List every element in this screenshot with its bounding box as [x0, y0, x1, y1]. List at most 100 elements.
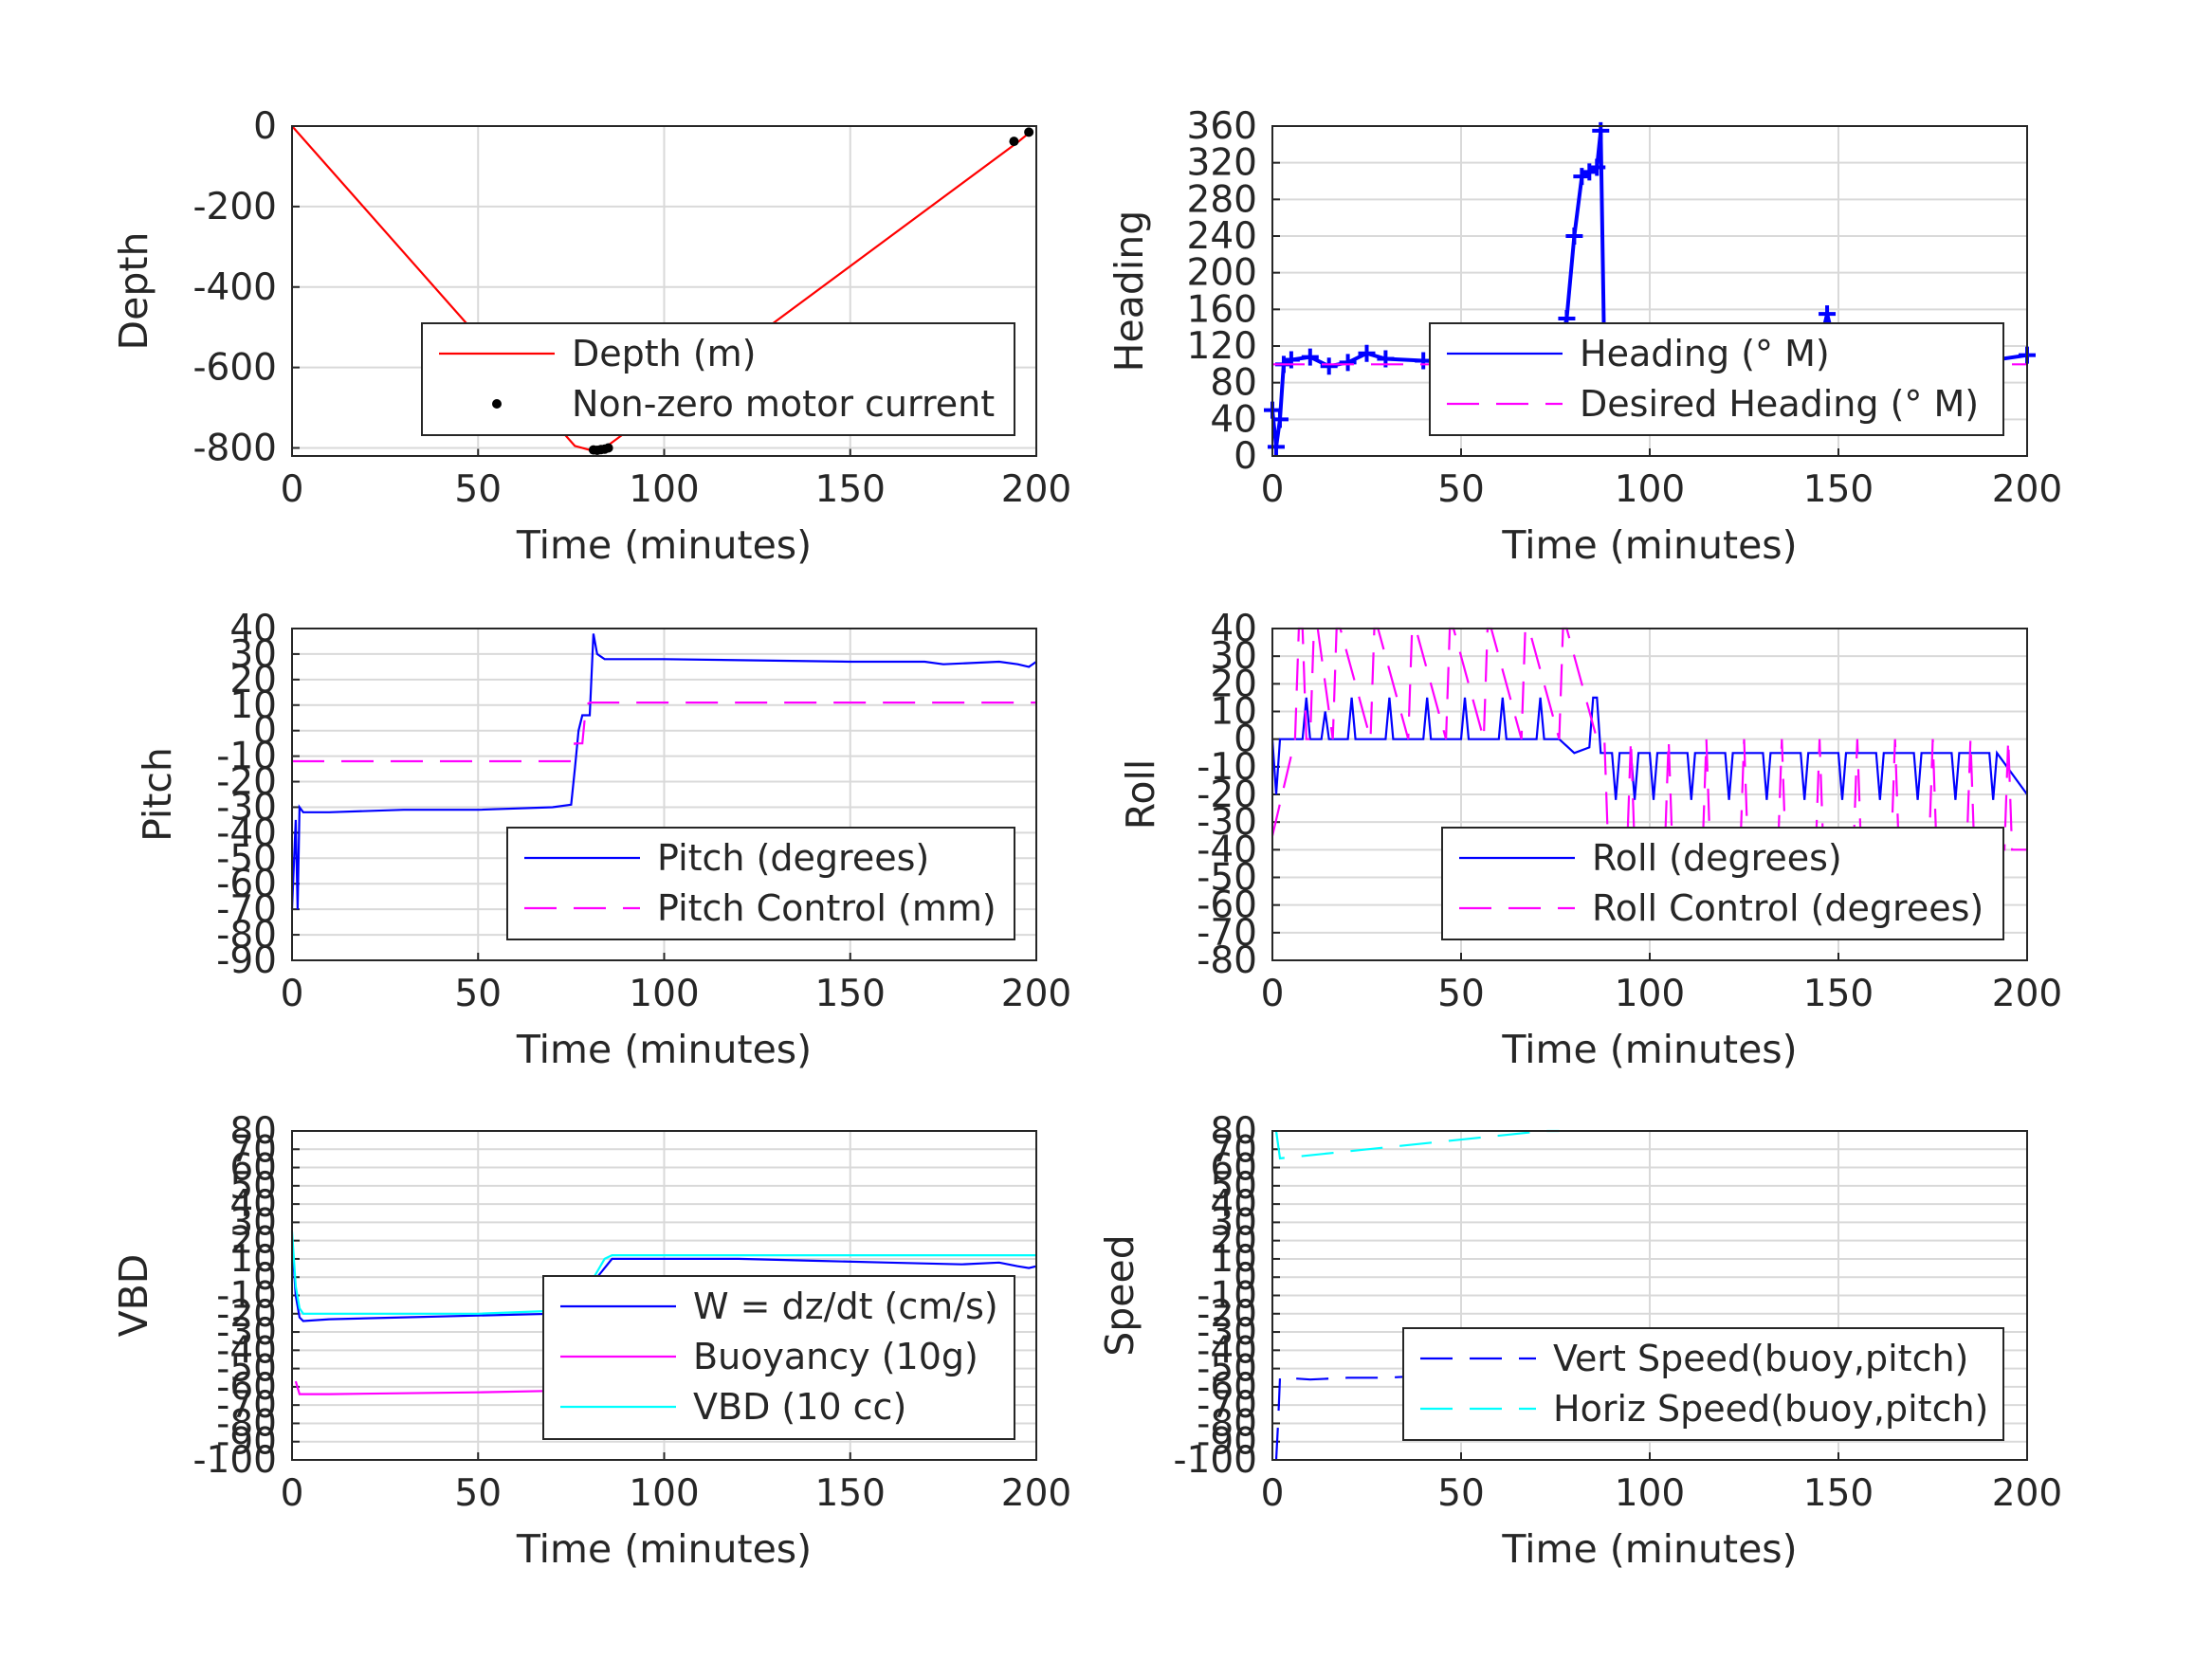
y-tick-label: 60: [1210, 1147, 1257, 1190]
y-tick-label: 10: [1210, 691, 1257, 734]
x-tick-label: 200: [1992, 468, 2062, 511]
y-tick-label: -400: [192, 266, 277, 309]
legend-box: [1429, 322, 2004, 436]
series-1: [588, 127, 1034, 456]
x-axis-label: Time (minutes): [1501, 1027, 1797, 1072]
data-point: [1588, 158, 1606, 176]
series-1: [292, 701, 1036, 763]
x-tick-label: 200: [1001, 1472, 1071, 1515]
y-tick-label: -40: [1197, 829, 1257, 871]
series-1: [294, 1380, 576, 1395]
legend-box: [1402, 1327, 2004, 1441]
y-tick-label: -200: [192, 186, 277, 228]
x-tick-label: 0: [281, 973, 304, 1015]
y-axis-label: VBD: [111, 1254, 156, 1338]
x-axis-label: Time (minutes): [1501, 1526, 1797, 1572]
x-tick-label: 0: [1261, 973, 1285, 1015]
y-tick-label: -60: [1197, 1366, 1257, 1409]
y-tick-label: 70: [229, 1128, 277, 1171]
legend: Pitch (degrees) Pitch Control (mm): [506, 827, 1015, 940]
y-tick-label: -100: [192, 1439, 277, 1482]
data-point: [1024, 127, 1034, 137]
y-tick-label: 70: [1210, 1128, 1257, 1171]
chart-speed: 0 50 100 150 20080706050403020100-10-20-30-4…: [1097, 1110, 2062, 1572]
legend-label: Non-zero motor current: [572, 383, 995, 425]
x-tick-label: 0: [281, 1472, 304, 1515]
legend-label: Vert Speed(buoy,pitch): [1553, 1338, 1968, 1379]
y-tick-label: -90: [1197, 1421, 1257, 1464]
y-tick-label: 120: [1187, 325, 1257, 368]
y-tick-label: -80: [1197, 1402, 1257, 1445]
x-tick-label: 50: [454, 468, 502, 511]
y-tick-label: -50: [216, 837, 277, 880]
y-tick-label: -20: [216, 1293, 277, 1336]
x-tick-label: 100: [629, 1472, 699, 1515]
x-axis-label: Time (minutes): [1501, 522, 1797, 568]
y-tick-label: 0: [1234, 435, 1257, 478]
y-tick-label: -100: [1173, 1439, 1257, 1482]
legend-label: Horiz Speed(buoy,pitch): [1553, 1388, 1988, 1430]
y-tick-label: -30: [216, 786, 277, 829]
chart-roll: 0 50 100 150 200403020100-10-20-30-40-50-60-…: [1118, 608, 2062, 1072]
x-axis-label: Time (minutes): [516, 522, 812, 568]
legend-label: Pitch (degrees): [657, 837, 929, 879]
data-point: [1320, 357, 1338, 375]
x-tick-label: 50: [1437, 468, 1485, 511]
y-tick-label: -20: [1197, 1293, 1257, 1336]
legend-label: Buoyancy (10g): [693, 1336, 978, 1377]
y-tick-label: 30: [229, 1201, 277, 1244]
legend-box: [421, 322, 1015, 436]
y-tick-label: 20: [1210, 663, 1257, 705]
data-point: [1301, 348, 1319, 366]
y-tick-label: -40: [1197, 1329, 1257, 1372]
y-tick-label: -800: [192, 428, 277, 470]
data-point: [1358, 344, 1376, 362]
series-line: [290, 633, 1037, 910]
data-point: [1819, 305, 1837, 323]
y-tick-label: 20: [229, 1220, 277, 1263]
x-tick-label: 50: [454, 973, 502, 1015]
series-line: [292, 701, 1036, 763]
y-tick-label: 80: [1210, 1110, 1257, 1153]
x-tick-label: 200: [1001, 973, 1071, 1015]
legend-label: Roll (degrees): [1592, 837, 1842, 879]
legend-label: Pitch Control (mm): [657, 887, 996, 929]
chart-depth: 0 50 100 150 200 0 -200 -400 -600 -800 Time (minut…: [111, 105, 1071, 568]
x-tick-label: 50: [1437, 973, 1485, 1015]
x-tick-label: 100: [629, 973, 699, 1015]
x-tick-label: 100: [1615, 468, 1685, 511]
y-tick-label: -10: [1197, 746, 1257, 789]
x-tick-label: 0: [281, 468, 304, 511]
data-point: [1282, 351, 1300, 369]
legend-label: Depth (m): [572, 333, 757, 374]
legend-box: [1441, 827, 2004, 940]
y-tick-label: 50: [229, 1165, 277, 1208]
series-0: [1271, 696, 2028, 800]
y-tick-label: -50: [1197, 857, 1257, 900]
y-tick-label: 40: [1210, 1183, 1257, 1226]
y-tick-label: 0: [253, 1256, 277, 1299]
axes-frame: [291, 125, 1037, 457]
y-tick-label: -70: [216, 888, 277, 931]
y-axis-label: Speed: [1097, 1234, 1143, 1357]
legend: Vert Speed(buoy,pitch) Horiz Speed(buoy,p…: [1402, 1327, 2004, 1441]
y-tick-label: 0: [253, 710, 277, 753]
axes-frame: [1271, 125, 2028, 457]
chart-vbd: 0 50 100 150 20080706050403020100-10-20-30-4…: [111, 1110, 1071, 1572]
y-tick-label: 40: [229, 608, 277, 650]
y-axis-label: Pitch: [135, 747, 180, 842]
chart-pitch: 0 50 100 150 200403020100-10-20-30-40-50-60-…: [135, 608, 1071, 1072]
y-axis-label: Roll: [1118, 759, 1163, 830]
y-tick-label: -60: [1197, 884, 1257, 927]
y-tick-label: 0: [1234, 1256, 1257, 1299]
series-0: [290, 633, 1037, 910]
y-tick-label: -60: [216, 1366, 277, 1409]
chart-heading: 0 50 100 150 20004080120160200240280320360Ti…: [1106, 105, 2062, 568]
y-tick-label: -10: [216, 1275, 277, 1318]
y-tick-label: 200: [1187, 252, 1257, 295]
y-tick-label: 30: [229, 633, 277, 676]
y-tick-label: 10: [229, 684, 277, 727]
legend-label: W = dz/dt (cm/s): [693, 1285, 998, 1327]
data-point: [1009, 137, 1019, 147]
